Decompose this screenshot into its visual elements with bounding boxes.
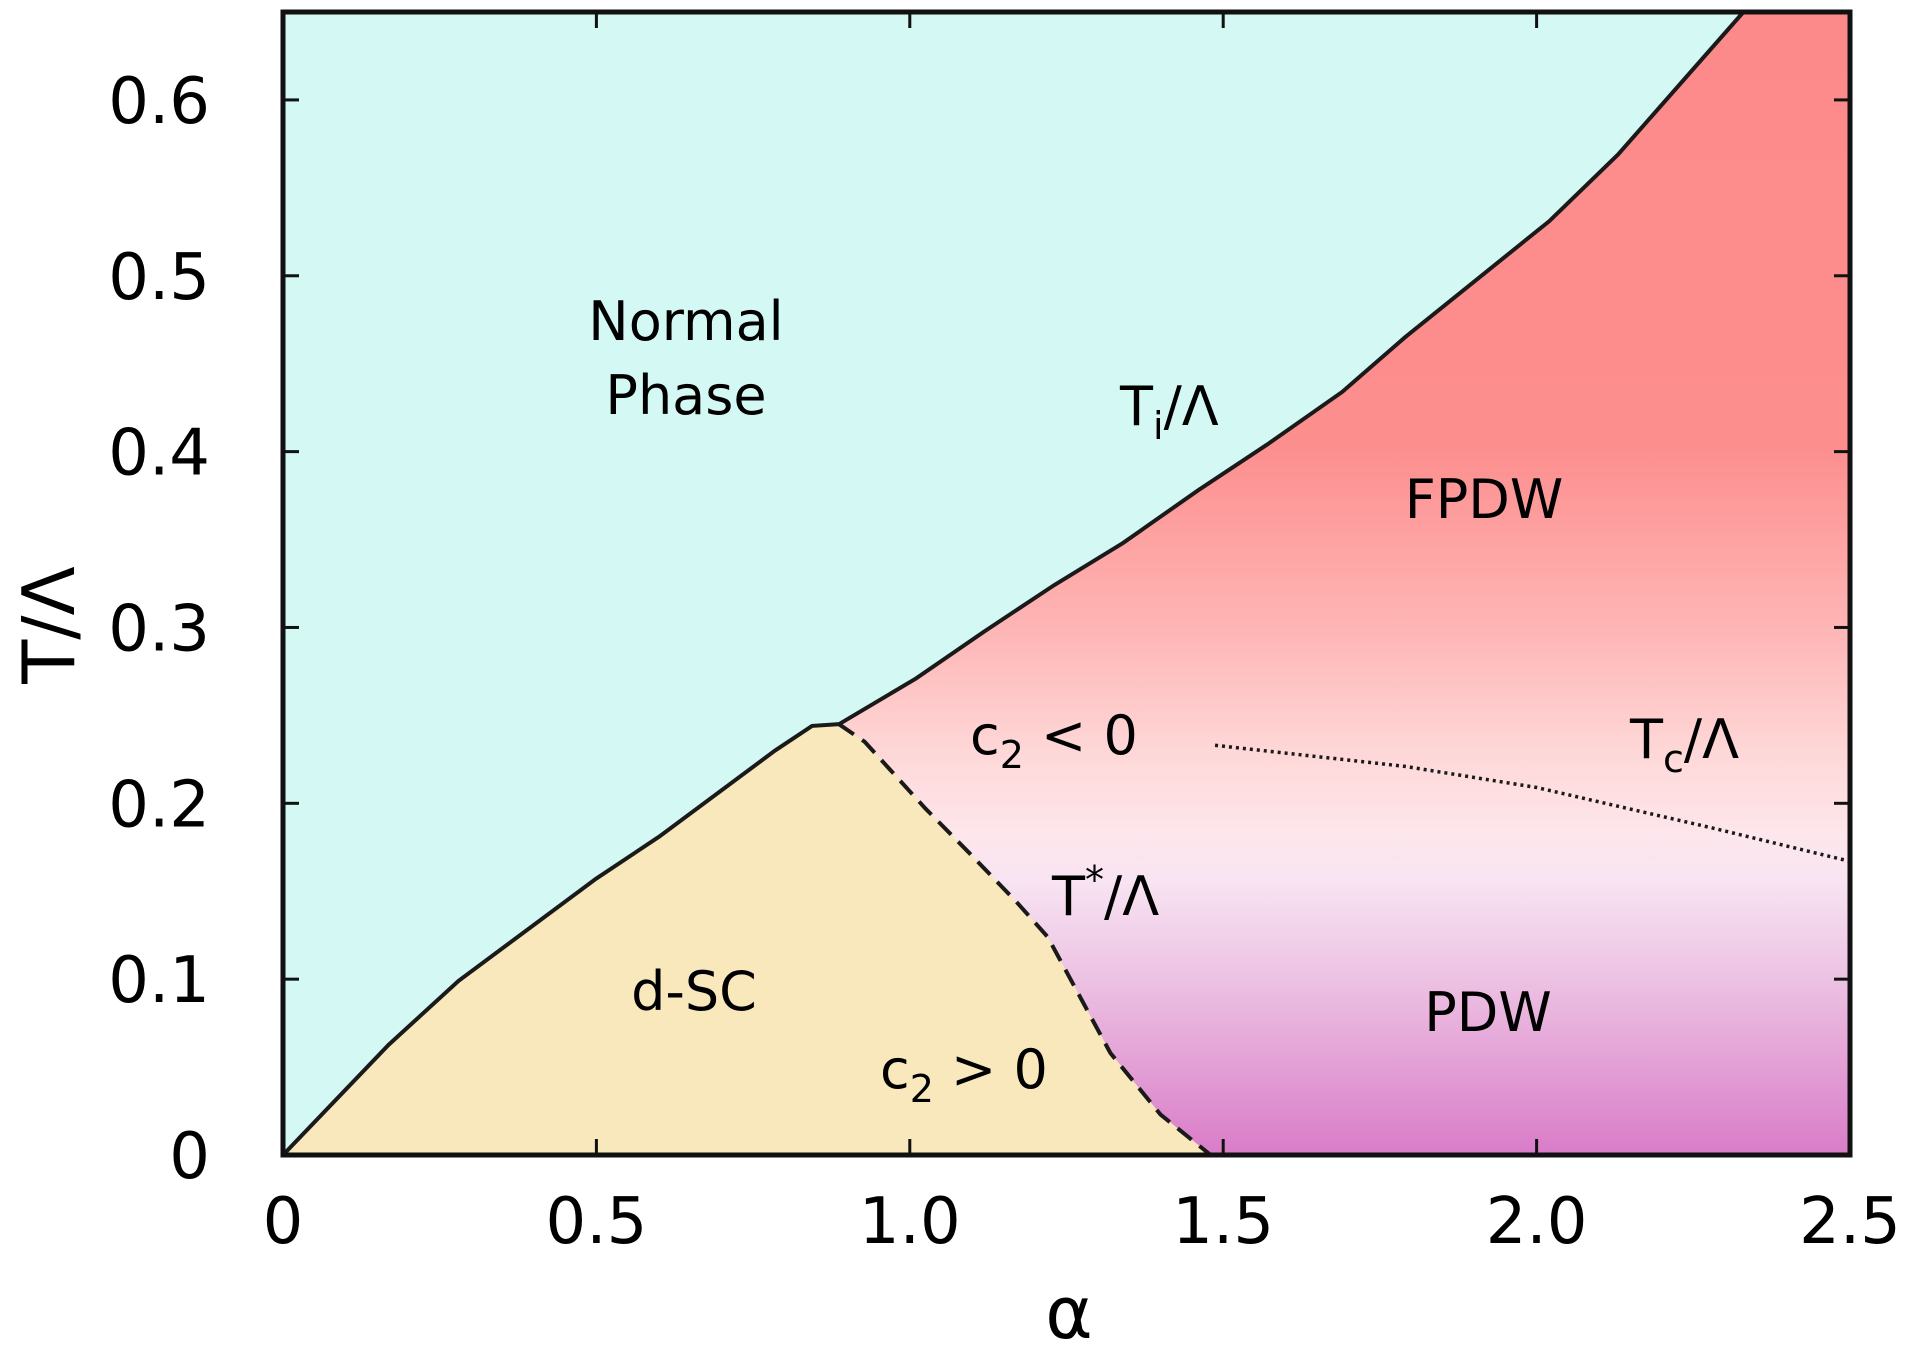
tc-sub: c [1663, 737, 1684, 781]
pdw-region [838, 12, 1850, 1155]
label-tstar: T*/Λ [1051, 858, 1159, 928]
dsc-region [283, 724, 1211, 1155]
c2neg-sub: 2 [1000, 733, 1024, 777]
label-ti: Ti/Λ [1119, 375, 1219, 448]
tc-rest: /Λ [1684, 708, 1739, 771]
y-tick-label: 0.1 [108, 944, 210, 1018]
tstar-rest: /Λ [1104, 865, 1159, 928]
y-tick-label: 0.5 [108, 241, 210, 315]
tstar-sup: * [1085, 858, 1104, 902]
c2pos-sub: 2 [910, 1067, 934, 1111]
ti-rest: /Λ [1164, 375, 1219, 438]
c2pos-main: c [880, 1038, 910, 1101]
tc-main: T [1629, 708, 1664, 771]
label-pdw: PDW [1424, 981, 1552, 1044]
x-axis-title: α [1045, 1271, 1092, 1351]
y-tick-label: 0.2 [108, 768, 210, 842]
plot-frame [280, 9, 1853, 1158]
x-tick-label: 2.5 [1799, 1185, 1901, 1259]
ti-main: T [1119, 375, 1154, 438]
label-c2-positive: c2 > 0 [880, 1038, 1048, 1111]
label-normal-line1: Normal [588, 290, 783, 353]
y-tick-label: 0 [169, 1120, 210, 1194]
label-c2-negative: c2 < 0 [970, 704, 1138, 777]
y-axis-title: T/Λ [7, 566, 91, 685]
x-tick-label: 1.0 [859, 1185, 961, 1259]
c2neg-rest: < 0 [1024, 704, 1138, 767]
label-fpdw: FPDW [1405, 468, 1564, 531]
y-tick-label: 0.3 [108, 592, 210, 666]
ti-sub: i [1153, 404, 1164, 448]
label-dsc: d-SC [631, 960, 757, 1023]
label-normal-line2: Phase [605, 364, 766, 427]
y-tick-label: 0.6 [108, 65, 210, 139]
ti-boundary-line [281, 10, 1745, 1157]
x-tick-label: 2.0 [1486, 1185, 1588, 1259]
label-tc: Tc/Λ [1629, 708, 1739, 781]
x-tick-label: 0 [263, 1185, 304, 1259]
tc-line [1214, 743, 1851, 864]
c2pos-rest: > 0 [934, 1038, 1048, 1101]
x-tick-label: 0.5 [546, 1185, 648, 1259]
y-tick-label: 0.4 [108, 417, 210, 491]
x-tick-label: 1.5 [1172, 1185, 1274, 1259]
c2neg-main: c [970, 704, 1000, 767]
tstar-main: T [1051, 865, 1086, 928]
